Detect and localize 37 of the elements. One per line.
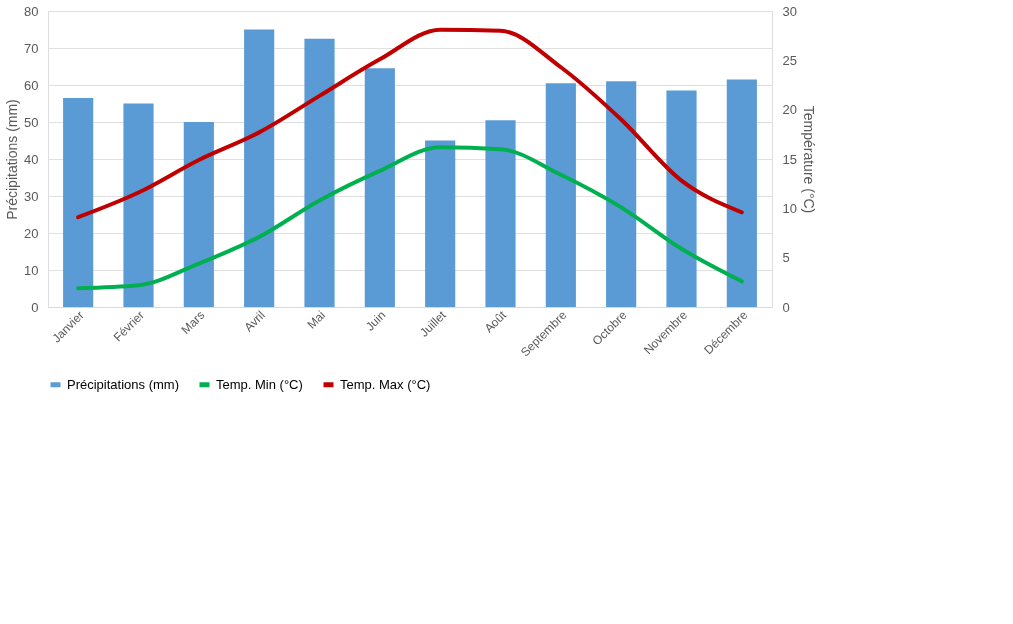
y-tick-label: 10	[24, 262, 39, 278]
y-tick-label: 60	[24, 77, 39, 93]
y-tick-label: 0	[31, 299, 39, 315]
y-axis-title: Précipitations (mm)	[4, 99, 21, 220]
bar	[726, 79, 757, 307]
y-tick-label: 20	[24, 225, 39, 241]
legend-label: Temp. Min (°C)	[216, 376, 303, 392]
y-tick-label: 40	[24, 151, 39, 167]
legend-label: Précipitations (mm)	[67, 376, 179, 392]
y2-axis-title: Température (°C)	[800, 105, 817, 214]
bar	[244, 29, 275, 307]
bar	[545, 83, 576, 307]
y2-tick-label: 20	[782, 102, 797, 118]
line-series	[76, 27, 744, 220]
y2-tick-label: 30	[782, 3, 797, 19]
y-tick-label: 80	[24, 3, 39, 19]
bar	[304, 38, 335, 307]
y2-tick-label: 25	[782, 52, 797, 68]
bar	[364, 68, 395, 307]
bar	[606, 81, 637, 307]
y2-tick-label: 0	[782, 299, 790, 315]
y-tick-label: 30	[24, 188, 39, 204]
bar	[485, 120, 516, 307]
bar	[183, 122, 214, 307]
bar	[123, 103, 154, 307]
x-tick-label: Mai	[304, 308, 328, 332]
y-tick-label: 50	[24, 114, 39, 130]
y-tick-label: 70	[24, 40, 39, 56]
line-series	[76, 145, 744, 291]
bar	[63, 97, 94, 307]
bar	[425, 140, 456, 307]
y2-tick-label: 15	[782, 151, 797, 167]
legend-label: Temp. Max (°C)	[340, 376, 431, 392]
y2-tick-label: 5	[782, 250, 790, 266]
x-tick-label: Juin	[362, 308, 389, 334]
bar	[666, 90, 697, 307]
y2-tick-label: 10	[782, 200, 797, 216]
